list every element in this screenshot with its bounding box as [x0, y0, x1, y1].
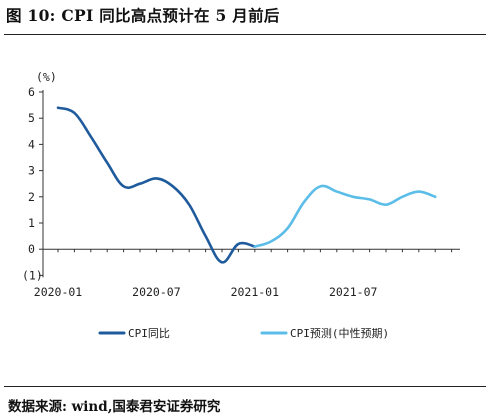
- series-line-2: [253, 184, 437, 248]
- x-tick-label: 2021-01: [231, 285, 280, 299]
- y-tick-label: 3: [28, 164, 35, 178]
- y-tick-label: 6: [28, 85, 35, 99]
- x-tick-label: 2020-07: [132, 285, 181, 299]
- x-tick-label: 2021-07: [329, 285, 378, 299]
- figure-title: 图 10: CPI 同比高点预计在 5 月前后: [6, 6, 280, 25]
- y-axis-unit-label: (%): [36, 70, 57, 84]
- y-tick-label: 2: [28, 190, 35, 204]
- source-rule: [4, 386, 486, 387]
- y-tick-label: 0: [28, 242, 35, 256]
- cpi-line-chart: (%)6 5 4 3 2 1 0 (1) 2020-01 2020-07 2021-01 2021-0…: [22, 70, 460, 340]
- title-rule: [4, 34, 486, 35]
- x-tick-label: 2020-01: [34, 285, 83, 299]
- legend-label-2: CPI预测(中性预期): [290, 326, 389, 340]
- y-tick-label: 5: [28, 111, 35, 125]
- source-note: 数据来源: wind,国泰君安证券研究: [8, 399, 221, 415]
- y-tick-label: 4: [28, 137, 35, 151]
- legend-label-1: CPI同比: [128, 327, 170, 340]
- series-line-1: [56, 106, 257, 264]
- y-tick-label: 1: [28, 216, 35, 230]
- y-tick-label: (1): [22, 268, 43, 282]
